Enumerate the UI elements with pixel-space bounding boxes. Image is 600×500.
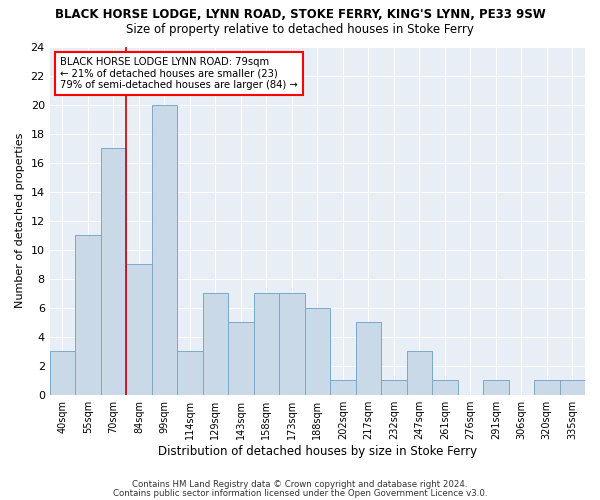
- Text: BLACK HORSE LODGE LYNN ROAD: 79sqm
← 21% of detached houses are smaller (23)
79%: BLACK HORSE LODGE LYNN ROAD: 79sqm ← 21%…: [61, 57, 298, 90]
- Bar: [279, 293, 305, 394]
- Bar: [228, 322, 254, 394]
- Bar: [560, 380, 585, 394]
- Text: Contains public sector information licensed under the Open Government Licence v3: Contains public sector information licen…: [113, 488, 487, 498]
- Bar: [381, 380, 407, 394]
- Bar: [534, 380, 560, 394]
- Bar: [152, 104, 177, 395]
- Text: BLACK HORSE LODGE, LYNN ROAD, STOKE FERRY, KING'S LYNN, PE33 9SW: BLACK HORSE LODGE, LYNN ROAD, STOKE FERR…: [55, 8, 545, 20]
- Bar: [203, 293, 228, 394]
- Bar: [50, 351, 75, 395]
- Bar: [126, 264, 152, 394]
- Bar: [75, 235, 101, 394]
- Bar: [356, 322, 381, 394]
- Bar: [432, 380, 458, 394]
- Bar: [254, 293, 279, 394]
- Bar: [177, 351, 203, 395]
- Text: Size of property relative to detached houses in Stoke Ferry: Size of property relative to detached ho…: [126, 22, 474, 36]
- X-axis label: Distribution of detached houses by size in Stoke Ferry: Distribution of detached houses by size …: [158, 444, 477, 458]
- Bar: [101, 148, 126, 394]
- Text: Contains HM Land Registry data © Crown copyright and database right 2024.: Contains HM Land Registry data © Crown c…: [132, 480, 468, 489]
- Bar: [305, 308, 330, 394]
- Bar: [407, 351, 432, 395]
- Y-axis label: Number of detached properties: Number of detached properties: [15, 133, 25, 308]
- Bar: [483, 380, 509, 394]
- Bar: [330, 380, 356, 394]
